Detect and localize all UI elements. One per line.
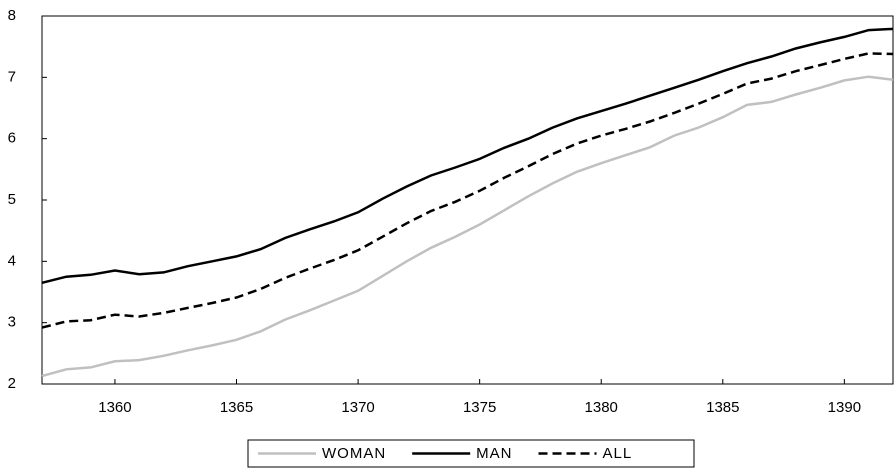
x-tick-label: 1370 <box>341 399 374 416</box>
y-tick-label: 3 <box>8 314 16 331</box>
legend-box <box>247 439 695 468</box>
y-tick-label: 6 <box>8 130 16 147</box>
x-tick-label: 1390 <box>828 399 861 416</box>
y-tick-label: 7 <box>8 68 16 85</box>
y-tick-label: 2 <box>8 375 16 392</box>
x-tick-label: 1385 <box>706 399 739 416</box>
line-series <box>41 27 894 285</box>
line-series <box>41 75 894 378</box>
legend-label: WOMAN <box>322 445 386 462</box>
x-tick-label: 1375 <box>463 399 496 416</box>
legend-label: MAN <box>476 445 512 462</box>
legend-label: ALL <box>603 445 633 462</box>
y-tick-label: 5 <box>8 191 16 208</box>
y-tick-label: 8 <box>8 7 16 24</box>
x-tick-label: 1380 <box>585 399 618 416</box>
y-tick-label: 4 <box>8 252 16 269</box>
x-tick-label: 1365 <box>220 399 253 416</box>
plot-frame <box>41 15 894 385</box>
line-series <box>41 52 894 329</box>
x-tick-label: 1360 <box>98 399 131 416</box>
